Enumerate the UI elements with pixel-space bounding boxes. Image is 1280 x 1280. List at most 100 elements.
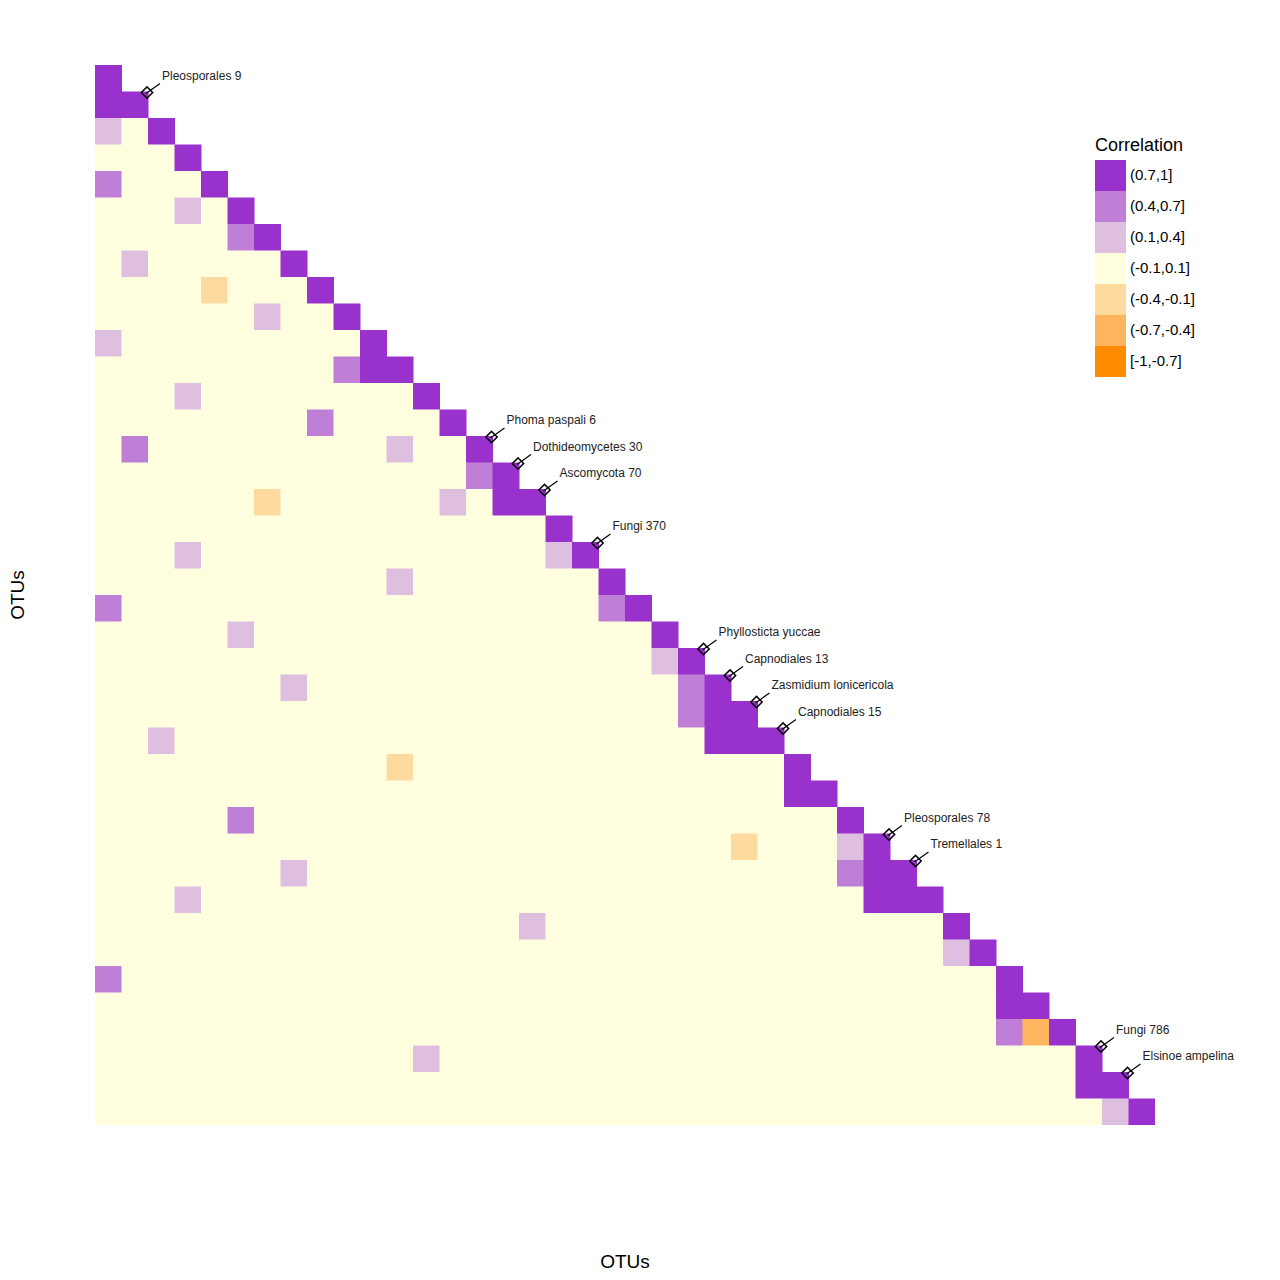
cell (705, 966, 732, 993)
cell (970, 940, 997, 967)
cell (705, 913, 732, 940)
legend-label: (0.4,0.7] (1130, 197, 1185, 214)
annotation-label: Zasmidium lonicericola (772, 678, 894, 692)
cell (95, 701, 122, 728)
cell (811, 807, 838, 834)
legend-swatch (1095, 284, 1126, 315)
legend-label: [-1,-0.7] (1130, 352, 1182, 369)
cell (440, 834, 467, 861)
cell (493, 807, 520, 834)
cell (599, 781, 626, 808)
cell (95, 993, 122, 1020)
cell (307, 781, 334, 808)
cell (546, 1019, 573, 1046)
cell (95, 304, 122, 331)
cell (493, 781, 520, 808)
cell (652, 701, 679, 728)
cell (572, 807, 599, 834)
cell (546, 807, 573, 834)
cell (95, 516, 122, 543)
cell (334, 675, 361, 702)
cell (148, 224, 175, 251)
cell (122, 940, 149, 967)
cell (95, 277, 122, 304)
cell (652, 1019, 679, 1046)
cell (890, 993, 917, 1020)
cell (864, 940, 891, 967)
cell (890, 1099, 917, 1126)
cell (599, 1099, 626, 1126)
legend-label: (-0.7,-0.4] (1130, 321, 1195, 338)
cell (228, 913, 255, 940)
cell (254, 383, 281, 410)
cell (387, 595, 414, 622)
annotations: Pleosporales 9Phoma paspali 6Dothideomyc… (141, 69, 1234, 1079)
cell (387, 834, 414, 861)
cell (652, 754, 679, 781)
cell (440, 542, 467, 569)
cell (254, 754, 281, 781)
cell (228, 1019, 255, 1046)
annotation-label: Pleosporales 78 (904, 811, 990, 825)
cell (360, 887, 387, 914)
cell (122, 1046, 149, 1073)
cell (440, 781, 467, 808)
cell (307, 807, 334, 834)
cell (254, 330, 281, 357)
cell (970, 993, 997, 1020)
cell (837, 966, 864, 993)
legend-label: (0.7,1] (1130, 166, 1173, 183)
cell (413, 807, 440, 834)
cell (201, 436, 228, 463)
cell (678, 807, 705, 834)
cell (705, 701, 732, 728)
cell (652, 834, 679, 861)
cell (572, 940, 599, 967)
cell (122, 754, 149, 781)
cell (387, 966, 414, 993)
cell (652, 913, 679, 940)
cell (625, 1019, 652, 1046)
cell (731, 887, 758, 914)
cell (228, 860, 255, 887)
cell (864, 1072, 891, 1099)
cell (307, 489, 334, 516)
cell (731, 807, 758, 834)
cell (95, 1099, 122, 1126)
cell (122, 595, 149, 622)
cell (413, 542, 440, 569)
cell (466, 701, 493, 728)
legend-label: (-0.4,-0.1] (1130, 290, 1195, 307)
cell (334, 595, 361, 622)
cell (122, 1072, 149, 1099)
cell (334, 1072, 361, 1099)
cell (95, 860, 122, 887)
cell (254, 701, 281, 728)
cell (758, 807, 785, 834)
cell (519, 516, 546, 543)
cell (360, 569, 387, 596)
cell (228, 542, 255, 569)
cell (599, 834, 626, 861)
cell (387, 940, 414, 967)
annotation-label: Fungi 786 (1116, 1023, 1170, 1037)
cell (175, 887, 202, 914)
cell (519, 622, 546, 649)
cell (148, 516, 175, 543)
cell (440, 754, 467, 781)
cell (413, 728, 440, 755)
cell (281, 463, 308, 490)
cell (599, 1046, 626, 1073)
cell (758, 1046, 785, 1073)
cell (254, 410, 281, 437)
cell (307, 569, 334, 596)
cell (466, 1099, 493, 1126)
cell (413, 913, 440, 940)
cell (281, 913, 308, 940)
cell (122, 860, 149, 887)
cell (360, 330, 387, 357)
cell (387, 357, 414, 384)
cell (95, 65, 122, 92)
cell (731, 834, 758, 861)
cell (599, 966, 626, 993)
